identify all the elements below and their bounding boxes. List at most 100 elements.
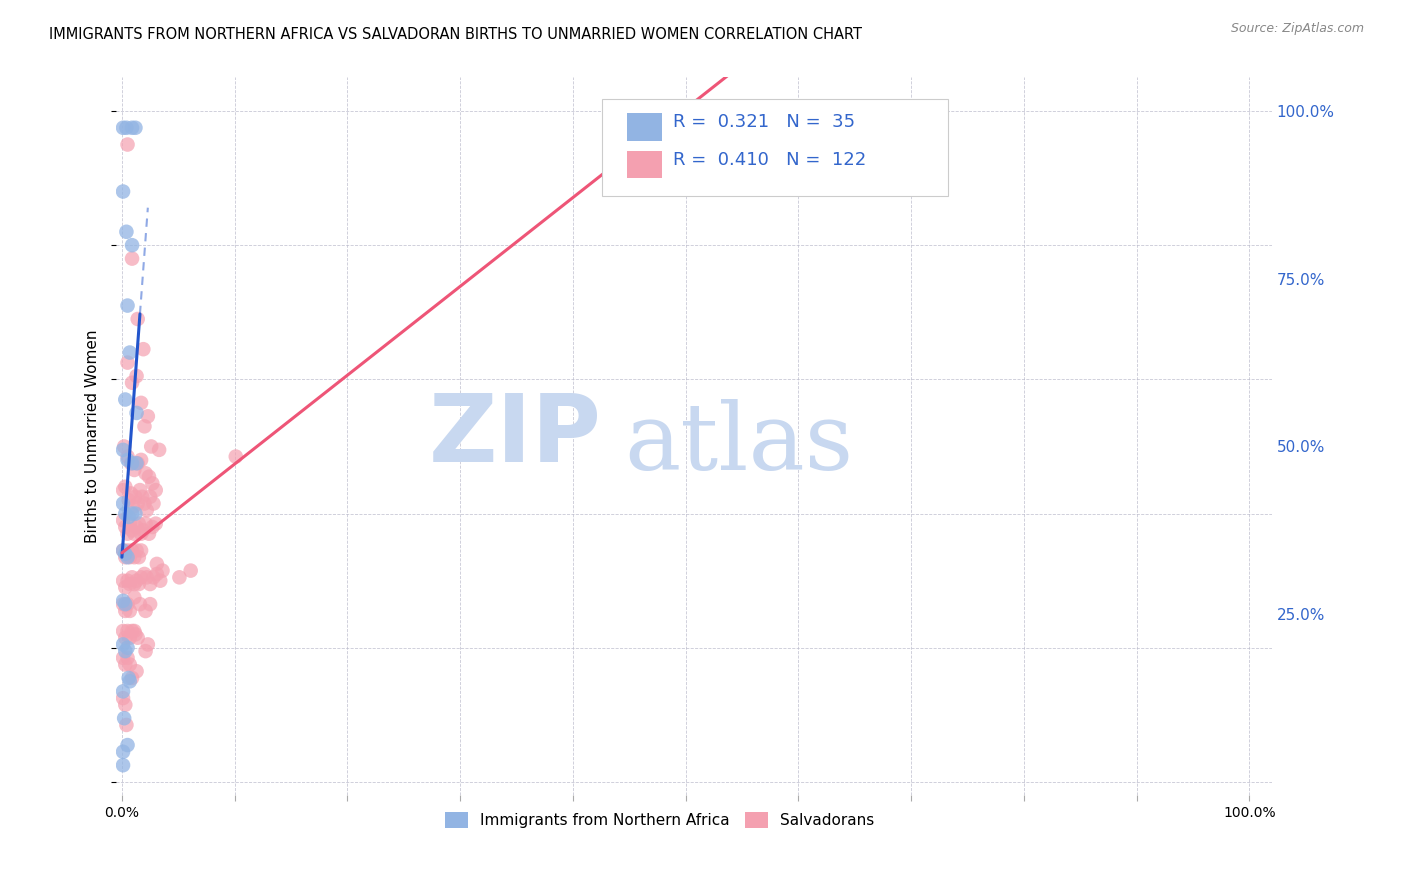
Point: [135, 570, 157, 584]
Point: [121, 456, 143, 470]
Point: [112, 684, 135, 698]
Point: [115, 120, 138, 135]
Point: [128, 550, 150, 565]
Point: [118, 516, 141, 531]
Point: [112, 758, 135, 772]
Point: [118, 550, 141, 565]
Point: [124, 624, 146, 638]
Point: [138, 469, 160, 483]
Point: [129, 570, 152, 584]
Point: [124, 550, 146, 565]
Point: [118, 604, 141, 618]
Point: [117, 299, 139, 313]
Point: [117, 550, 139, 565]
Point: [114, 698, 136, 712]
Point: [135, 604, 157, 618]
Text: Source: ZipAtlas.com: Source: ZipAtlas.com: [1230, 22, 1364, 36]
Point: [136, 637, 159, 651]
Point: [225, 450, 247, 464]
Point: [129, 543, 152, 558]
Point: [148, 442, 170, 457]
Point: [112, 496, 135, 510]
Point: [141, 520, 163, 534]
Point: [117, 738, 139, 752]
Point: [117, 597, 139, 611]
Point: [114, 657, 136, 672]
Point: [112, 440, 135, 454]
Point: [121, 671, 143, 685]
Point: [114, 550, 136, 565]
Point: [132, 342, 155, 356]
Point: [112, 543, 135, 558]
Point: [121, 507, 143, 521]
Point: [125, 406, 148, 420]
Point: [112, 543, 135, 558]
Point: [139, 597, 162, 611]
Point: [169, 570, 191, 584]
Point: [117, 450, 139, 464]
Text: atlas: atlas: [624, 399, 853, 489]
Point: [112, 597, 135, 611]
Text: R =  0.410   N =  122: R = 0.410 N = 122: [673, 151, 866, 169]
Point: [112, 745, 135, 759]
Point: [114, 604, 136, 618]
Point: [117, 640, 139, 655]
Point: [124, 120, 146, 135]
Point: [135, 516, 157, 531]
Point: [124, 526, 146, 541]
Point: [114, 644, 136, 658]
Point: [112, 513, 135, 527]
Point: [117, 574, 139, 588]
Text: IMMIGRANTS FROM NORTHERN AFRICA VS SALVADORAN BIRTHS TO UNMARRIED WOMEN CORRELAT: IMMIGRANTS FROM NORTHERN AFRICA VS SALVA…: [49, 27, 862, 42]
Point: [112, 120, 135, 135]
Point: [129, 526, 152, 541]
Point: [124, 490, 146, 504]
Text: R =  0.321   N =  35: R = 0.321 N = 35: [673, 113, 855, 131]
Point: [129, 396, 152, 410]
Point: [118, 674, 141, 689]
Point: [117, 543, 139, 558]
Point: [112, 185, 135, 199]
Point: [125, 456, 148, 470]
Point: [125, 665, 148, 679]
Point: [117, 137, 139, 152]
FancyBboxPatch shape: [602, 99, 948, 196]
Point: [139, 490, 162, 504]
Point: [112, 711, 135, 725]
Point: [114, 597, 136, 611]
Text: ZIP: ZIP: [429, 391, 602, 483]
Point: [127, 456, 149, 470]
Point: [121, 120, 143, 135]
Point: [118, 345, 141, 359]
Point: [114, 631, 136, 645]
Point: [112, 483, 135, 497]
Point: [127, 496, 149, 510]
Point: [117, 453, 139, 467]
Point: [135, 467, 157, 481]
Point: [118, 493, 141, 508]
Point: [129, 453, 152, 467]
Point: [124, 463, 146, 477]
Point: [120, 456, 142, 470]
Point: [125, 520, 148, 534]
Point: [112, 442, 135, 457]
Point: [114, 547, 136, 561]
Point: [124, 507, 146, 521]
Legend: Immigrants from Northern Africa, Salvadorans: Immigrants from Northern Africa, Salvado…: [439, 806, 880, 834]
Point: [112, 637, 135, 651]
Point: [114, 507, 136, 521]
FancyBboxPatch shape: [627, 113, 662, 141]
Point: [129, 597, 152, 611]
Point: [141, 476, 163, 491]
Point: [149, 574, 172, 588]
Point: [142, 496, 165, 510]
Point: [112, 624, 135, 638]
Point: [121, 543, 143, 558]
Point: [127, 631, 149, 645]
Point: [129, 483, 152, 497]
Point: [146, 557, 169, 571]
Point: [114, 520, 136, 534]
Point: [121, 376, 143, 390]
Point: [118, 631, 141, 645]
Point: [136, 409, 159, 424]
